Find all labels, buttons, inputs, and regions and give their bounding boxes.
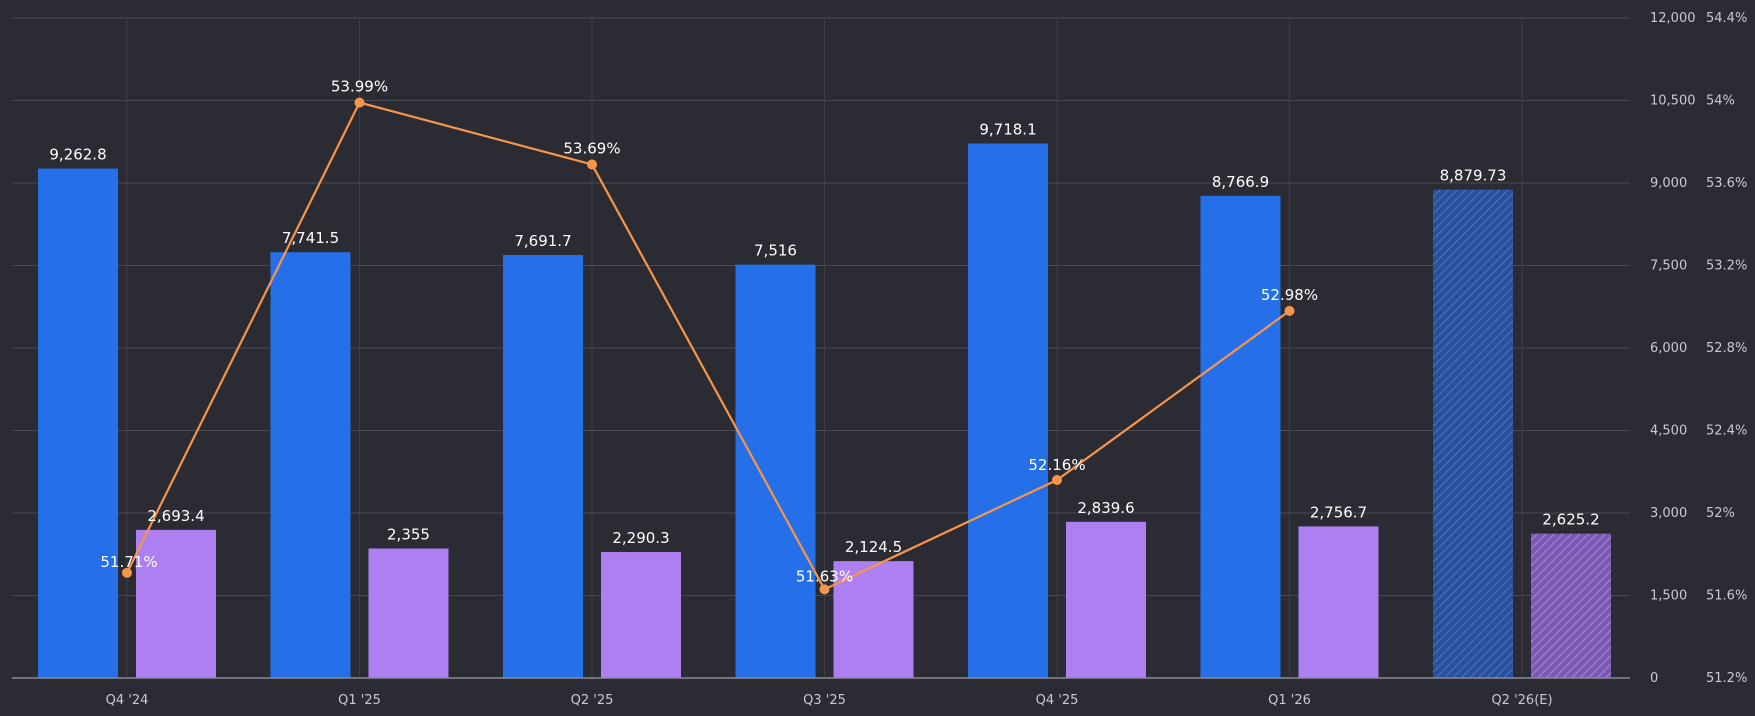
bar-series-1[interactable] [735,264,816,678]
line-point[interactable] [819,584,830,595]
bar-series-1[interactable] [1200,195,1281,678]
line-point[interactable] [354,97,365,108]
bar-value-label: 2,839.6 [1077,499,1134,517]
y-right-tick-label: 51.6% [1706,589,1747,604]
y-left-tick-label: 3,000 [1650,506,1687,521]
bar-value-label: 2,355 [387,525,430,543]
x-tick-label: Q3 '25 [803,693,846,708]
x-tick-label: Q4 '25 [1036,693,1079,708]
bar-value-label: 9,262.8 [49,146,106,164]
y-right-tick-label: 51.2% [1706,671,1747,686]
bar-series-1[interactable] [1433,189,1513,678]
line-value-label: 53.69% [563,139,620,157]
x-tick-label: Q1 '26 [1268,693,1311,708]
y-left-tick-label: 6,000 [1650,341,1687,356]
x-tick-label: Q2 '26(E) [1491,693,1552,708]
x-tick-label: Q1 '25 [338,693,381,708]
line-value-label: 53.99% [331,78,388,96]
bar-series-1[interactable] [503,254,583,679]
y-left-tick-label: 1,500 [1650,589,1687,604]
bar-value-label: 7,741.5 [282,229,339,247]
bar-series-2[interactable] [833,561,914,678]
bar-series-2[interactable] [136,529,216,678]
y-right-tick-label: 54.4% [1706,11,1747,26]
bar-value-label: 2,124.5 [845,538,902,556]
y-left-tick-label: 4,500 [1650,424,1687,439]
y-right-tick-label: 54% [1706,94,1735,109]
y-left-tick-label: 12,000 [1650,11,1696,26]
line-point[interactable] [1284,305,1295,316]
bar-series-2[interactable] [1298,526,1379,678]
y-right-tick-label: 53.6% [1706,176,1747,191]
y-left-tick-label: 10,500 [1650,94,1696,109]
bar-series-1[interactable] [270,252,351,678]
y-left-tick-label: 0 [1650,671,1658,686]
bar-value-label: 8,879.73 [1440,167,1507,185]
y-left-tick-label: 9,000 [1650,176,1687,191]
x-tick-label: Q4 '24 [106,693,149,708]
bar-value-label: 2,625.2 [1542,511,1599,529]
bar-series-2[interactable] [1531,533,1611,678]
y-right-tick-label: 52.8% [1706,341,1747,356]
y-right-tick-label: 52.4% [1706,424,1747,439]
bar-series-1[interactable] [38,168,118,678]
bar-value-label: 2,290.3 [612,529,669,547]
y-left-tick-label: 7,500 [1650,259,1687,274]
bar-value-label: 9,718.1 [979,121,1036,139]
line-value-label: 52.98% [1261,286,1318,304]
bar-value-label: 2,693.4 [147,507,204,525]
line-value-label: 51.63% [796,567,853,585]
bar-series-1[interactable] [968,143,1048,678]
line-point[interactable] [122,567,132,578]
bar-value-label: 8,766.9 [1212,173,1269,191]
line-point[interactable] [1052,475,1062,485]
line-series-margin [126,101,1291,591]
y-right-tick-label: 52% [1706,506,1735,521]
bar-value-label: 2,756.7 [1310,503,1367,521]
y-right-tick-label: 53.2% [1706,259,1747,274]
line-value-label: 52.16% [1028,456,1085,474]
bar-value-label: 7,691.7 [514,232,571,250]
bar-series-2[interactable] [601,552,681,678]
bar-series-2[interactable] [1066,521,1146,678]
line-value-label: 51.71% [100,553,157,571]
bar-value-label: 7,516 [754,242,797,260]
line-point[interactable] [587,159,597,170]
x-tick-label: Q2 '25 [571,693,614,708]
bar-series-2[interactable] [368,548,449,678]
